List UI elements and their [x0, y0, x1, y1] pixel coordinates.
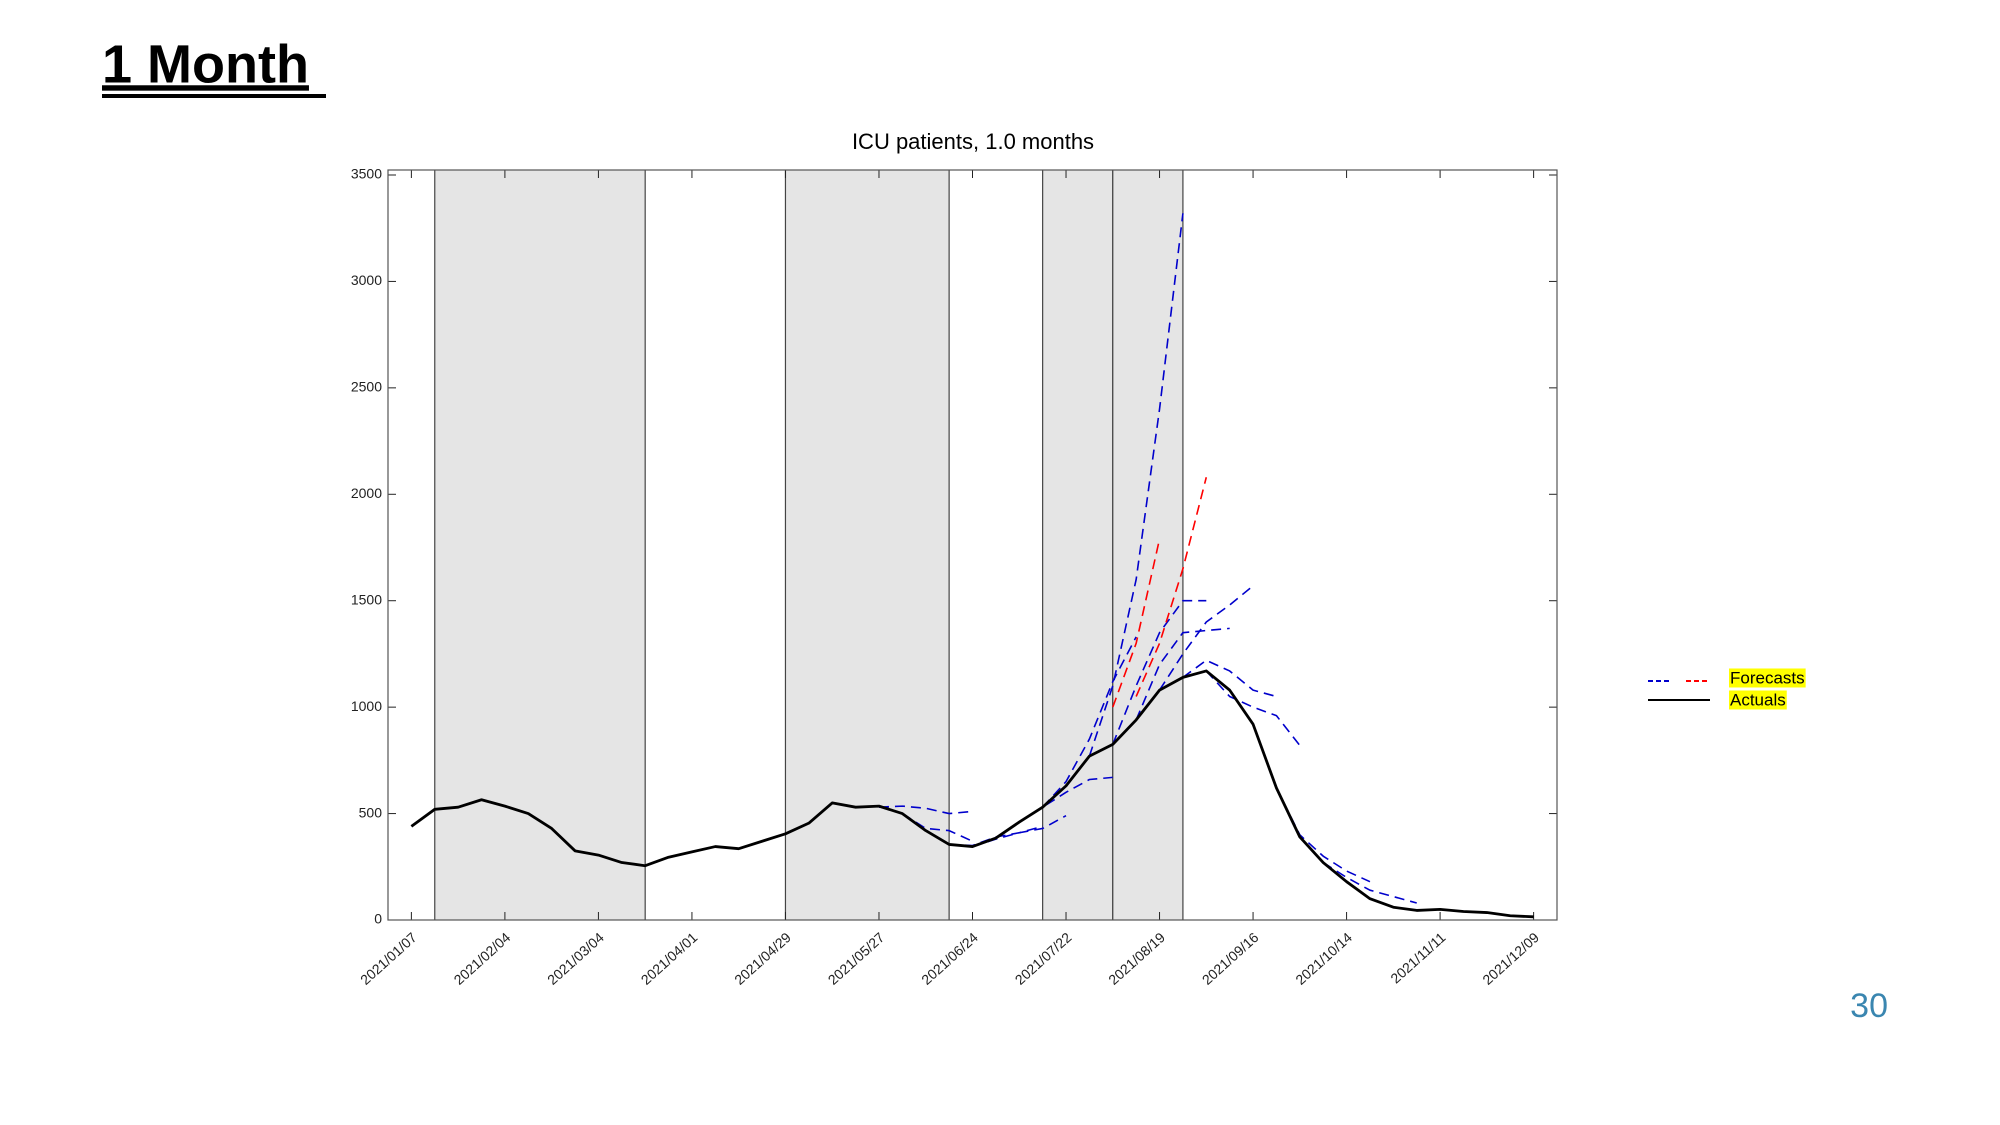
forecast-line	[901, 812, 973, 842]
x-tick-label: 2021/05/27	[825, 929, 888, 988]
forecast-line	[1135, 477, 1208, 697]
x-tick-label: 2021/02/04	[451, 929, 514, 988]
forecast-line	[1135, 627, 1230, 721]
forecast-line	[1322, 861, 1417, 904]
y-tick-label: 2500	[351, 379, 382, 395]
plot-frame	[387, 169, 1558, 921]
legend-label: Actuals	[1730, 690, 1786, 709]
chart-title: ICU patients, 1.0 months	[852, 129, 1094, 154]
forecast-line	[1182, 659, 1277, 698]
x-tick-label: 2021/12/09	[1479, 929, 1542, 988]
x-tick-label: 2021/01/07	[357, 929, 420, 988]
forecast-line	[1112, 599, 1207, 745]
x-tick-label: 2021/04/01	[638, 929, 701, 988]
shaded-region	[1042, 170, 1113, 920]
forecast-line	[1088, 213, 1184, 757]
legend-highlight	[1729, 690, 1787, 710]
x-tick-label: 2021/10/14	[1292, 929, 1355, 988]
legend: Forecasts Actuals	[1648, 668, 1806, 710]
x-tick-label: 2021/03/04	[544, 929, 607, 988]
forecast-line	[1158, 585, 1254, 691]
y-tick-label: 3000	[351, 272, 382, 288]
forecast-line	[1112, 538, 1161, 708]
shaded-region	[785, 170, 950, 920]
x-tick-label: 2021/07/22	[1012, 929, 1075, 988]
x-tick-label: 2021/11/11	[1387, 929, 1448, 987]
y-tick-label: 1000	[351, 698, 382, 714]
y-tick-label: 3500	[351, 166, 382, 182]
y-tick-label: 1500	[351, 591, 382, 607]
legend-highlight	[1729, 668, 1806, 688]
shaded-region	[1112, 170, 1183, 920]
page-number: 30	[1850, 987, 1888, 1025]
forecast-line	[1042, 636, 1137, 808]
y-tick-label: 0	[374, 911, 382, 927]
shaded-region	[434, 170, 646, 920]
x-tick-label: 2021/06/24	[918, 929, 981, 988]
x-tick-label: 2021/04/29	[731, 929, 794, 988]
y-tick-label: 2000	[351, 485, 382, 501]
legend-label: Forecasts	[1730, 668, 1805, 687]
y-tick-label: 500	[359, 804, 383, 820]
x-tick-label: 2021/08/19	[1105, 929, 1168, 988]
x-tick-label: 2021/09/16	[1199, 929, 1262, 988]
actuals-line	[410, 669, 1534, 919]
plot-area: 0 500 1000 1500 2000 2500 3000 3500 2021/01/07 20…	[351, 166, 1558, 988]
forecast-line	[1205, 670, 1301, 746]
slide-title: 1 Month	[102, 34, 309, 94]
